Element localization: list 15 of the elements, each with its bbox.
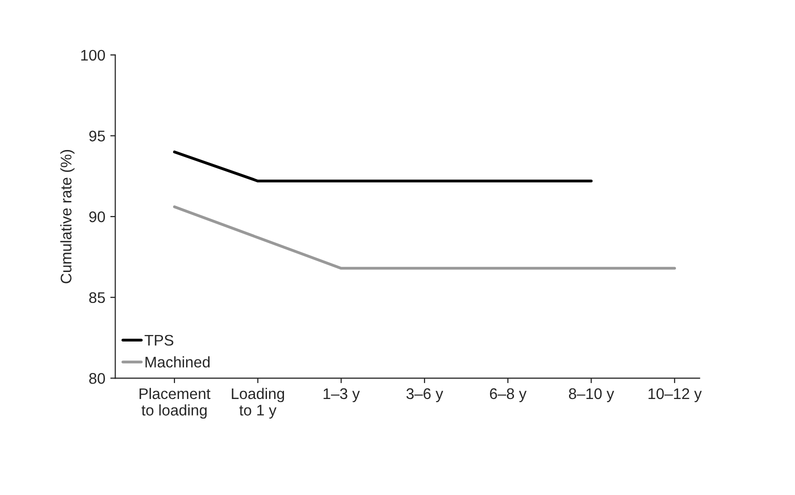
x-tick-label: Placement to loading <box>140 388 210 419</box>
x-tick-label: 8–10 y <box>568 388 614 402</box>
x-tick-label: 1–3 y <box>324 388 360 402</box>
y-tick-label: 100 <box>81 50 105 61</box>
x-tick-label: 10–12 y <box>648 388 702 402</box>
y-tick-label: 95 <box>89 130 105 142</box>
y-tick-label: 85 <box>89 292 105 304</box>
x-tick-label: Loading to 1 y <box>232 388 284 419</box>
y-axis-title: Cumulative rate (%) <box>60 150 74 284</box>
legend-label: TPS <box>144 334 174 346</box>
legend-label: Machined <box>146 356 210 368</box>
y-tick-label: 80 <box>89 373 105 384</box>
y-tick-label: 90 <box>89 211 105 222</box>
x-tick-label: 6–8 y <box>490 388 527 402</box>
x-tick-label: 3–6 y <box>406 388 444 402</box>
